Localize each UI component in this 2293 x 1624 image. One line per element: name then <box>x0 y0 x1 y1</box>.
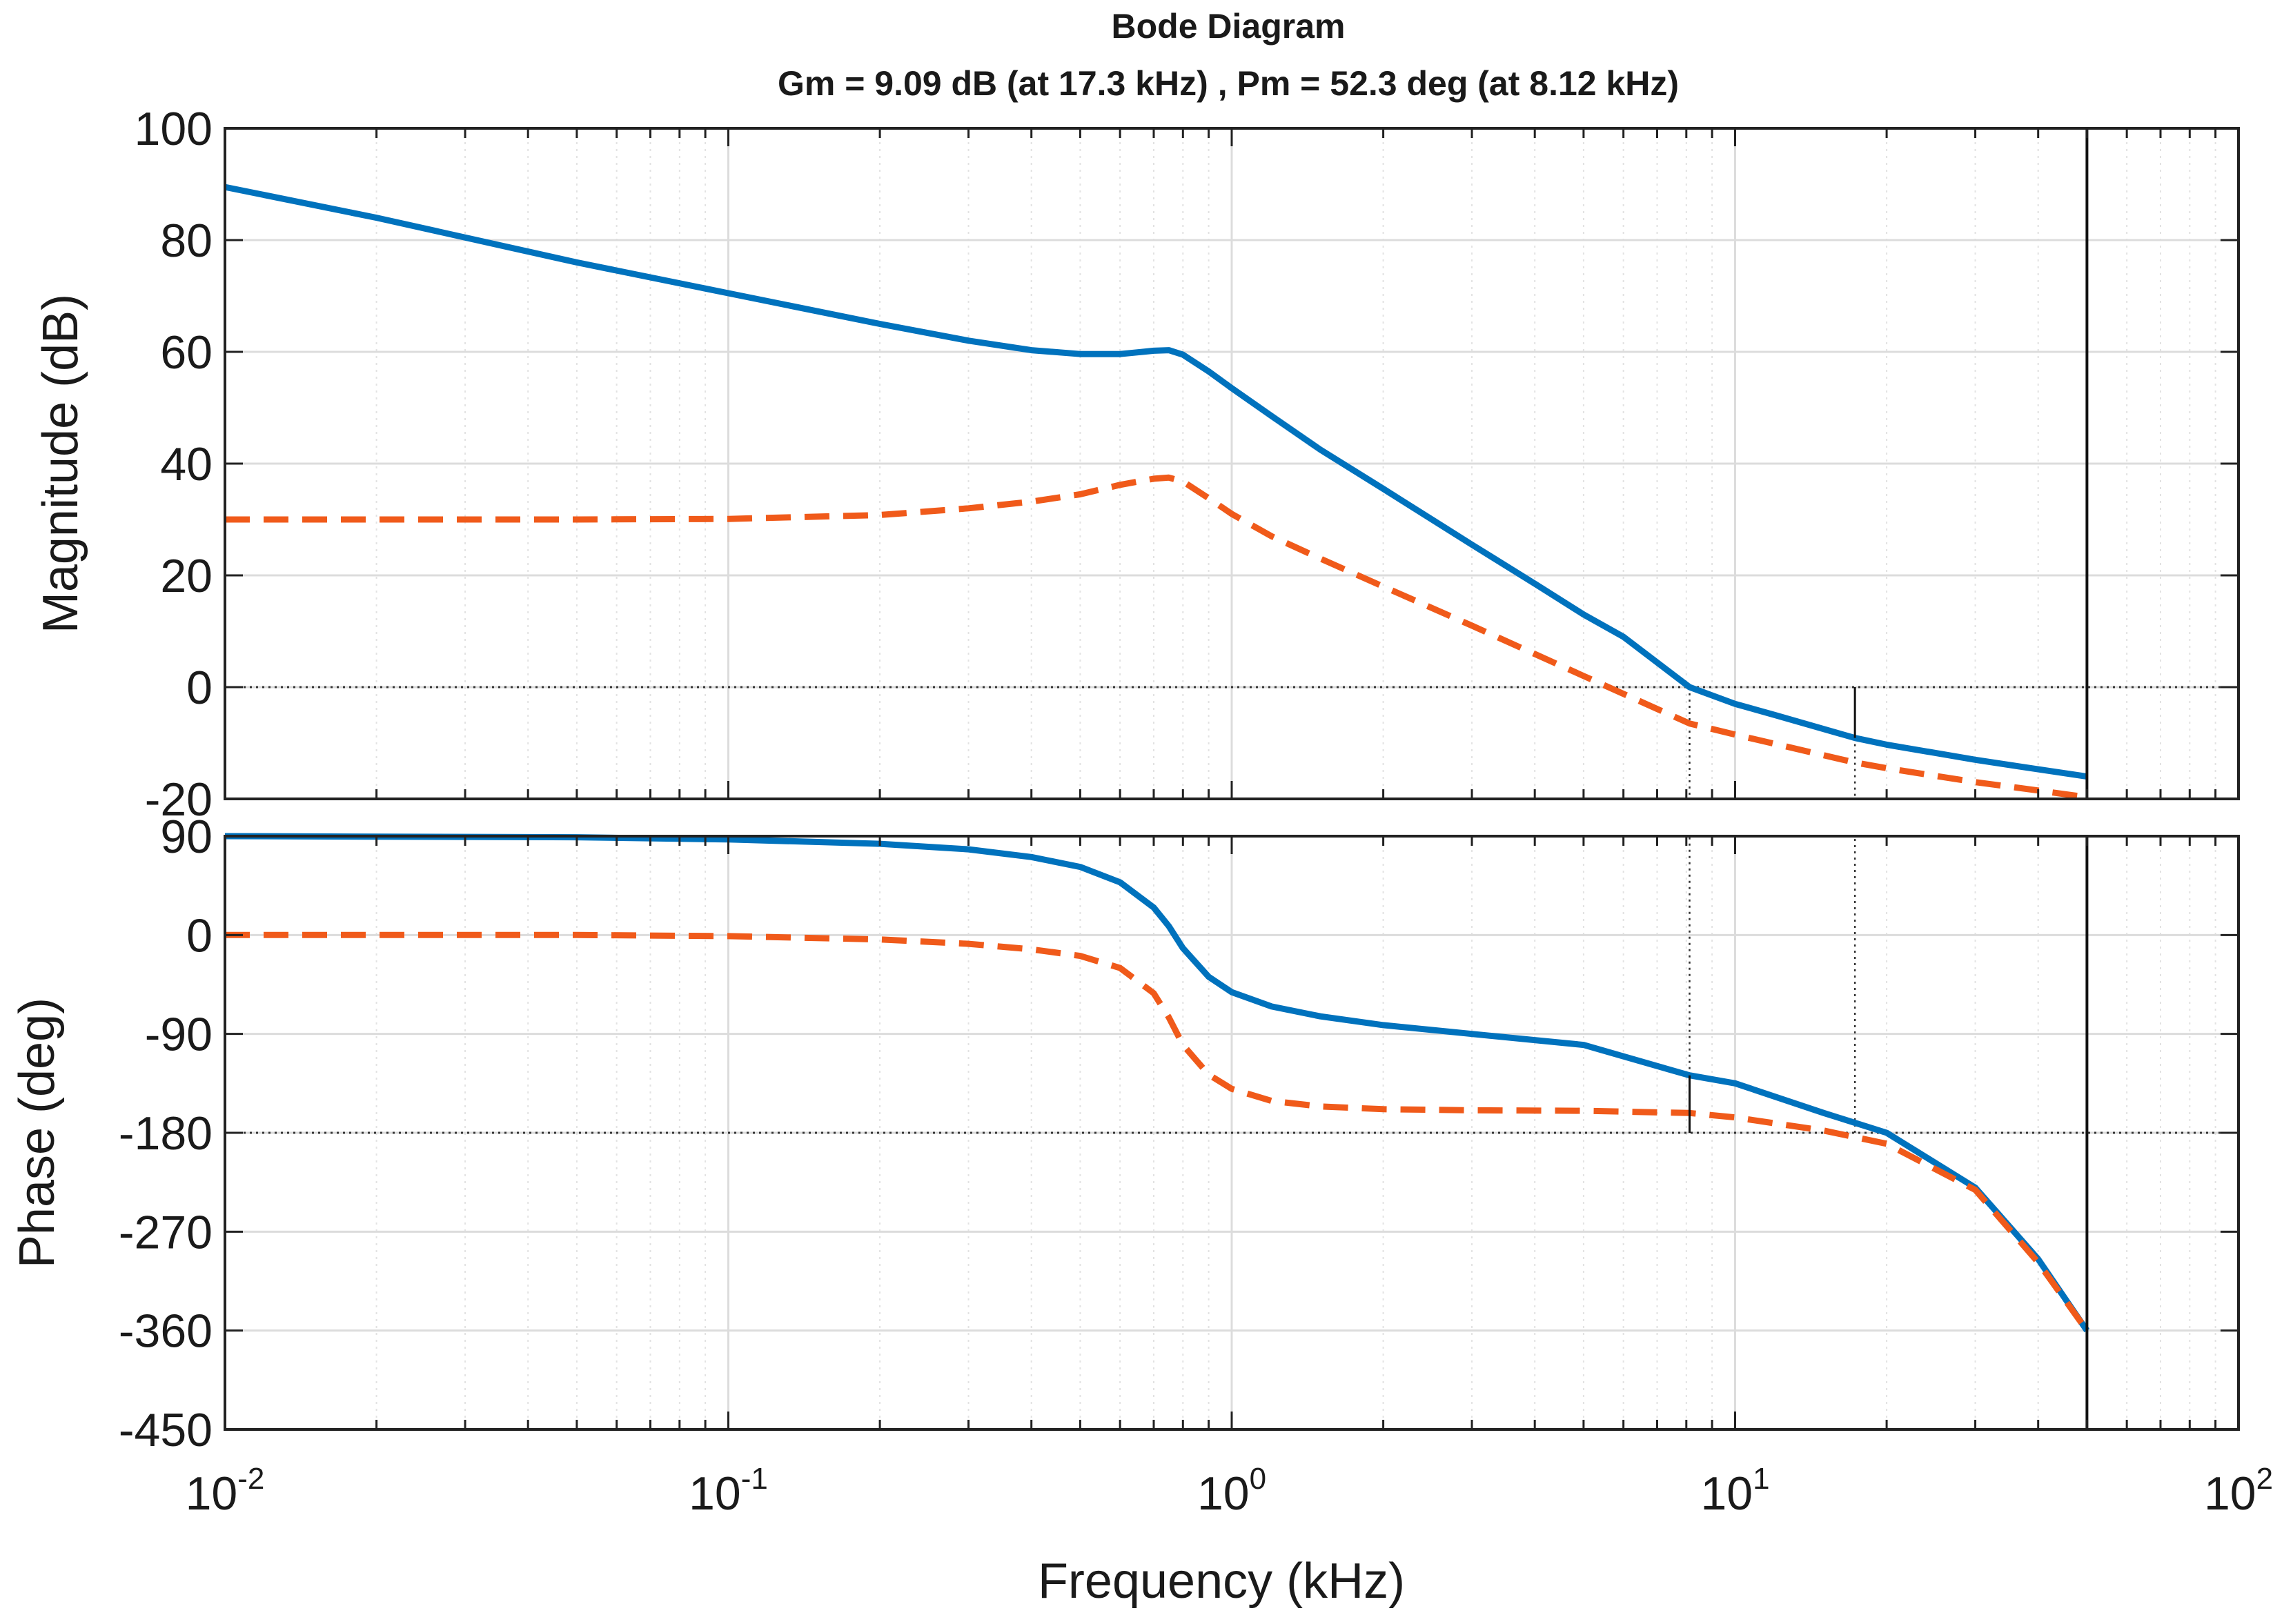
magnitude-y-tick-label: 60 <box>160 326 213 379</box>
phase-series-uncompensated <box>225 931 2090 1333</box>
magnitude-grid <box>225 128 2238 799</box>
phase-y-label: Phase (deg) <box>10 998 65 1268</box>
phase-y-tick-label: -360 <box>119 1305 213 1358</box>
phase-y-ticks: 90 0 -90 -180 -270 -360 -450 <box>119 811 2238 1456</box>
phase-y-tick-label: 0 <box>186 909 213 962</box>
magnitude-y-label: Magnitude (dB) <box>33 294 88 633</box>
x-axis-label: Frequency (kHz) <box>1038 1554 1405 1609</box>
phase-y-tick-label: -450 <box>119 1404 213 1456</box>
magnitude-y-tick-label: 20 <box>160 550 213 602</box>
chart-subtitle: Gm = 9.09 dB (at 17.3 kHz) , Pm = 52.3 d… <box>778 64 1679 103</box>
magnitude-series-uncompensated <box>225 474 2088 801</box>
phase-y-tick-label: -270 <box>119 1206 213 1258</box>
phase-y-tick-label: 90 <box>160 811 213 863</box>
phase-panel: 90 0 -90 -180 -270 -360 -450 Phase (deg) <box>10 811 2240 1456</box>
chart-title: Bode Diagram <box>1112 7 1346 46</box>
magnitude-y-ticks: 100 80 60 40 20 0 -20 <box>135 103 2238 826</box>
magnitude-y-tick-label: -20 <box>145 773 213 826</box>
magnitude-y-tick-label: 40 <box>160 438 213 491</box>
magnitude-y-tick-label: 80 <box>160 215 213 267</box>
magnitude-series-compensated <box>224 184 2088 780</box>
phase-y-tick-label: -90 <box>145 1009 213 1061</box>
magnitude-series <box>224 128 2089 801</box>
magnitude-reference <box>225 686 2238 799</box>
x-tick-labels: 10-2 10-1 100 101 102 <box>186 1462 2273 1520</box>
phase-series <box>224 833 2090 1429</box>
phase-reference <box>225 836 2238 1134</box>
magnitude-panel: 100 80 60 40 20 0 -20 Magnitude (dB) <box>33 103 2240 826</box>
magnitude-y-tick-label: 0 <box>186 662 213 714</box>
magnitude-y-tick-label: 100 <box>135 103 213 155</box>
phase-y-tick-label: -180 <box>119 1107 213 1160</box>
phase-series-compensated <box>224 833 2090 1333</box>
